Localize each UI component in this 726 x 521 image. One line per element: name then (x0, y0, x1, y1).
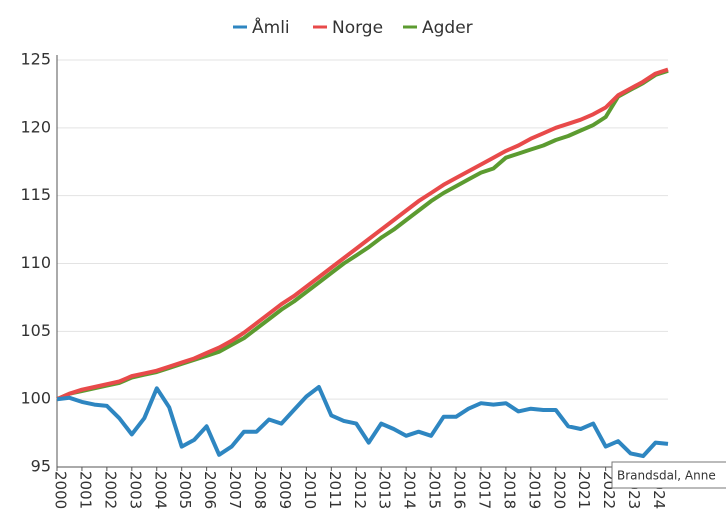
y-tick-label: 100 (20, 389, 51, 408)
y-tick-label: 95 (31, 457, 51, 476)
x-tick-label: 2005 (176, 471, 194, 509)
x-tick-label: 2007 (226, 471, 244, 509)
legend-label: Agder (422, 18, 473, 38)
y-tick-label: 125 (20, 50, 51, 69)
x-tick-label: 2008 (251, 471, 269, 509)
x-tick-label: 2014 (401, 471, 419, 509)
x-tick-label: 2019 (525, 471, 543, 509)
x-tick-label: 2009 (276, 471, 294, 509)
y-tick-label: 110 (20, 253, 51, 272)
x-tick-label: 2003 (126, 471, 144, 509)
x-tick-label: 2006 (201, 471, 219, 509)
annotation: Brandsdal, Anne (617, 469, 716, 483)
y-tick-label: 115 (20, 185, 51, 204)
line-series (56, 67, 669, 402)
y-tick-label: 105 (20, 321, 51, 340)
x-tick-label: 2011 (326, 471, 344, 509)
x-tick-label: 2004 (151, 471, 169, 509)
x-tick-label: 2000 (52, 471, 70, 509)
x-tick-label: 2020 (550, 471, 568, 509)
x-tick-label: 2002 (101, 471, 119, 509)
x-tick-label: 2021 (575, 471, 593, 509)
x-tick-label: 2001 (76, 471, 94, 509)
x-tick-label: 2012 (351, 471, 369, 509)
legend-label: Åmli (252, 16, 290, 38)
x-tick-label: 2013 (376, 471, 394, 509)
line-series (56, 385, 669, 459)
x-tick-label: 2018 (500, 471, 518, 509)
x-tick-label: 2010 (301, 471, 319, 509)
annotation-box (611, 461, 726, 489)
y-tick-label: 120 (20, 117, 51, 136)
x-tick-label: 2017 (475, 471, 493, 509)
legend-label: Norge (332, 18, 383, 38)
x-tick-label: 2015 (426, 471, 444, 509)
x-tick-label: 2016 (451, 471, 469, 509)
